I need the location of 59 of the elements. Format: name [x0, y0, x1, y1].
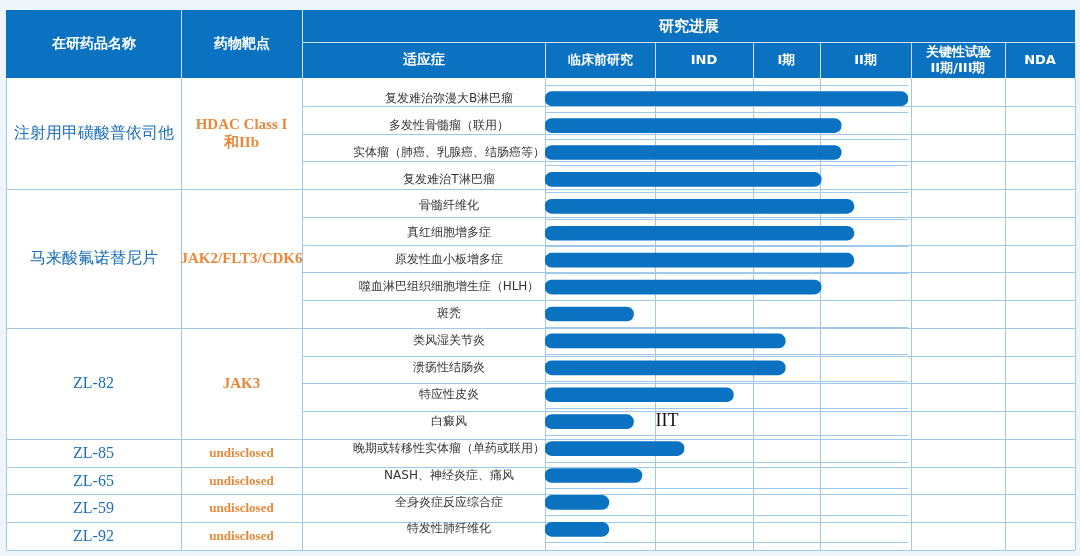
- y-tick-label: 特发性肺纤维化: [407, 521, 491, 536]
- y-tick-label: 复发难治弥漫大B淋巴瘤: [384, 90, 514, 105]
- bar: [545, 387, 734, 403]
- bar: [545, 279, 822, 295]
- bar: [545, 522, 610, 537]
- text: ZL-59: [72, 498, 115, 519]
- y-axis-title: 适应症: [401, 50, 446, 70]
- text: 关键性试验 II期/III期: [924, 42, 992, 77]
- y-tick-label: NASH、神经炎症、痛风: [384, 467, 514, 482]
- text: ZL-85: [72, 442, 115, 463]
- text: JAK2/FLT3/CDK6: [180, 248, 303, 268]
- bar: [545, 199, 855, 214]
- y-tick-label: 复发难治T淋巴瘤: [403, 171, 495, 186]
- text: undisclosed: [208, 499, 275, 518]
- annotation: IIT: [655, 410, 679, 431]
- bar: [545, 468, 643, 483]
- y-tick-label: 原发性血小板增多症: [395, 252, 503, 267]
- text: undisclosed: [208, 443, 275, 462]
- bar: [545, 441, 685, 456]
- bar: [545, 414, 634, 429]
- bar: [545, 360, 786, 376]
- text: 注射用甲磺酸普依司他: [12, 123, 175, 143]
- bar: [545, 145, 842, 160]
- text: 临床前研究: [566, 50, 634, 69]
- bar: [545, 118, 842, 133]
- bar: [545, 91, 908, 106]
- y-tick-label: 斑秃: [437, 306, 461, 321]
- y-tick-label: 晚期或转移性实体瘤（单药或联用）: [353, 440, 545, 455]
- text: ZL-82: [72, 373, 115, 394]
- text: IND: [689, 50, 719, 69]
- bar: [545, 252, 855, 268]
- y-tick-label: 骨髓纤维化: [419, 198, 479, 213]
- text: undisclosed: [208, 471, 275, 490]
- bar: [545, 225, 855, 241]
- text: I期: [776, 50, 797, 69]
- bar: [545, 172, 822, 187]
- text: HDAC Class I 和IIb: [194, 114, 289, 152]
- text: ZL-92: [72, 526, 115, 547]
- text: undisclosed: [208, 527, 275, 546]
- bar: [545, 333, 786, 349]
- text: 药物靶点: [212, 34, 271, 54]
- text: ZL-65: [72, 470, 115, 491]
- y-tick-label: 溃疡性结肠炎: [413, 359, 485, 374]
- chart-title: 研究进展: [657, 15, 720, 37]
- y-tick-label: 多发性骨髓瘤（联用）: [389, 117, 509, 132]
- text: II期: [853, 50, 878, 69]
- text: 在研药品名称: [50, 34, 137, 54]
- bar: [545, 495, 610, 510]
- y-tick-label: 噬血淋巴组织细胞增生症（HLH）: [358, 279, 540, 294]
- y-tick-label: 类风湿关节炎: [413, 333, 485, 348]
- text: JAK3: [221, 373, 262, 393]
- y-tick-label: 白癜风: [431, 413, 467, 428]
- text: NDA: [1023, 50, 1057, 69]
- y-tick-label: 真红细胞增多症: [407, 225, 491, 240]
- bar: [545, 306, 634, 322]
- text: 马来酸氟诺替尼片: [28, 247, 159, 268]
- y-tick-label: 实体瘤（肺癌、乳腺癌、结肠癌等）: [353, 144, 545, 159]
- y-tick-label: 全身炎症反应综合症: [395, 494, 503, 509]
- y-tick-label: 特应性皮炎: [419, 386, 479, 401]
